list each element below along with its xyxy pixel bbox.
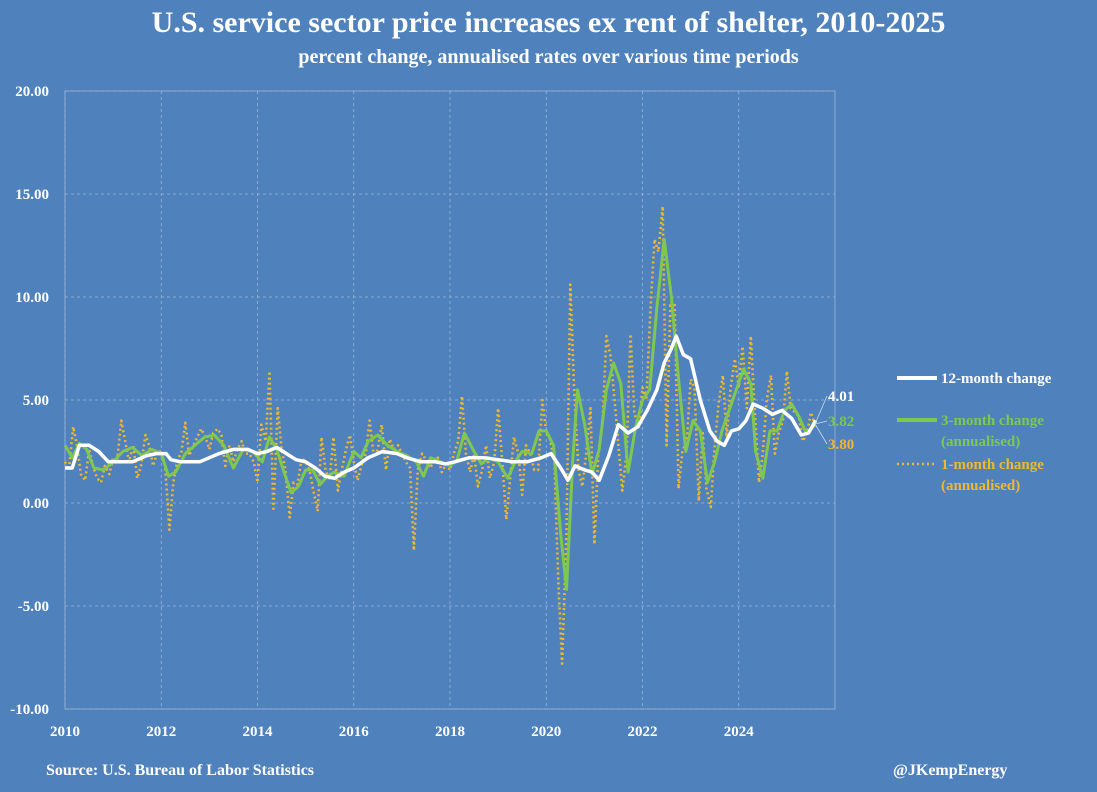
series-line-1-month [63,205,817,665]
legend-label: 1-month change (annualised) [941,457,1044,494]
y-tick-label: 5.00 [23,393,49,409]
x-tick-label: 2012 [146,724,176,740]
end-value-label: 4.01 [828,389,854,405]
x-tick-label: 2022 [628,724,658,740]
source-note: Source: U.S. Bureau of Labor Statistics [46,762,315,779]
x-tick-label: 2016 [339,724,370,740]
series-line-12-month [65,334,818,483]
chart-title: U.S. service sector price increases ex r… [151,6,946,39]
y-tick-label: 0.00 [23,496,49,512]
legend-label: 12-month change [941,371,1052,387]
y-tick-label: 10.00 [15,290,49,306]
x-tick-label: 2024 [724,724,755,740]
y-tick-label: -5.00 [18,599,49,615]
end-label-leader [814,423,828,445]
series-line-3-month [63,237,817,591]
x-tick-label: 2020 [531,724,561,740]
x-tick-label: 2018 [435,724,465,740]
end-label-leader [814,395,828,425]
end-value-label: 3.80 [828,437,854,453]
legend-label: 3-month change (annualised) [941,413,1044,450]
x-tick-label: 2014 [243,724,274,740]
y-tick-label: 20.00 [15,84,49,100]
author-handle: @JKempEnergy [893,762,1008,779]
y-tick-label: 15.00 [15,187,49,203]
end-value-label: 3.82 [828,414,854,430]
end-label-leader [814,420,828,425]
x-tick-label: 2010 [50,724,80,740]
y-tick-label: -10.00 [10,702,49,718]
chart-subtitle: percent change, annualised rates over va… [298,46,799,68]
